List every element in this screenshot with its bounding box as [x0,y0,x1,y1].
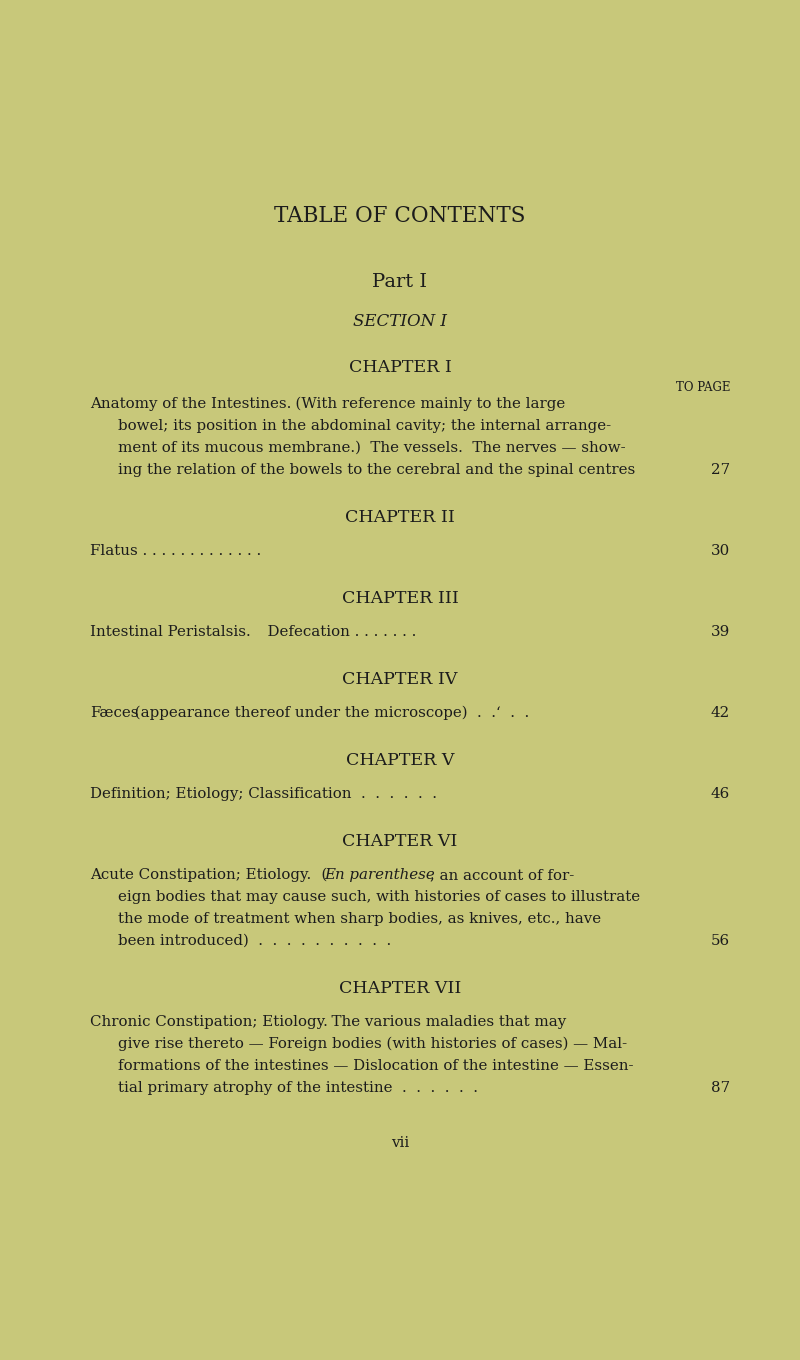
Text: Chronic Constipation; Etiology.: Chronic Constipation; Etiology. [90,1015,328,1030]
Text: 39: 39 [710,626,730,639]
Text: vii: vii [391,1136,409,1151]
Text: En parenthese: En parenthese [324,868,434,883]
Text: CHAPTER III: CHAPTER III [342,590,458,607]
Text: Part I: Part I [373,273,427,291]
Text: Fæces: Fæces [90,706,138,719]
Text: CHAPTER I: CHAPTER I [349,359,451,375]
Text: ing the relation of the bowels to the cerebral and the spinal centres: ing the relation of the bowels to the ce… [118,462,635,477]
Text: 27: 27 [711,462,730,477]
Text: (: ( [312,868,327,883]
Text: the mode of treatment when sharp bodies, as knives, etc., have: the mode of treatment when sharp bodies,… [118,913,601,926]
Text: CHAPTER V: CHAPTER V [346,752,454,768]
Text: TO PAGE: TO PAGE [675,381,730,394]
Text: been introduced)  .  .  .  .  .  .  .  .  .  .: been introduced) . . . . . . . . . . [118,934,391,948]
Text: (appearance thereof under the microscope)  .  .‘  .  .: (appearance thereof under the microscope… [130,706,530,721]
Text: Intestinal Peristalsis.: Intestinal Peristalsis. [90,626,250,639]
Text: SECTION I: SECTION I [353,313,447,330]
Text: Defecation . . . . . . .: Defecation . . . . . . . [258,626,416,639]
Text: The various maladies that may: The various maladies that may [322,1015,566,1030]
Text: formations of the intestines — Dislocation of the intestine — Essen-: formations of the intestines — Dislocati… [118,1059,634,1073]
Text: 42: 42 [710,706,730,719]
Text: CHAPTER IV: CHAPTER IV [342,670,458,688]
Text: Anatomy of the Intestines.: Anatomy of the Intestines. [90,397,291,411]
Text: 30: 30 [710,544,730,558]
Text: tial primary atrophy of the intestine  .  .  .  .  .  .: tial primary atrophy of the intestine . … [118,1081,478,1095]
Text: 46: 46 [710,787,730,801]
Text: Flatus . . . . . . . . . . . . .: Flatus . . . . . . . . . . . . . [90,544,262,558]
Text: CHAPTER VII: CHAPTER VII [339,981,461,997]
Text: bowel; its position in the abdominal cavity; the internal arrange-: bowel; its position in the abdominal cav… [118,419,611,432]
Text: CHAPTER II: CHAPTER II [345,509,455,526]
Text: Definition; Etiology; Classification  .  .  .  .  .  .: Definition; Etiology; Classification . .… [90,787,437,801]
Text: CHAPTER VI: CHAPTER VI [342,832,458,850]
Text: 56: 56 [711,934,730,948]
Text: Acute Constipation; Etiology.: Acute Constipation; Etiology. [90,868,311,883]
Text: give rise thereto — Foreign bodies (with histories of cases) — Mal-: give rise thereto — Foreign bodies (with… [118,1036,627,1051]
Text: TABLE OF CONTENTS: TABLE OF CONTENTS [274,205,526,227]
Text: eign bodies that may cause such, with histories of cases to illustrate: eign bodies that may cause such, with hi… [118,889,640,904]
Text: , an account of for-: , an account of for- [430,868,574,883]
Text: ment of its mucous membrane.)  The vessels.  The nerves — show-: ment of its mucous membrane.) The vessel… [118,441,626,456]
Text: (With reference mainly to the large: (With reference mainly to the large [286,397,566,411]
Text: 87: 87 [711,1081,730,1095]
